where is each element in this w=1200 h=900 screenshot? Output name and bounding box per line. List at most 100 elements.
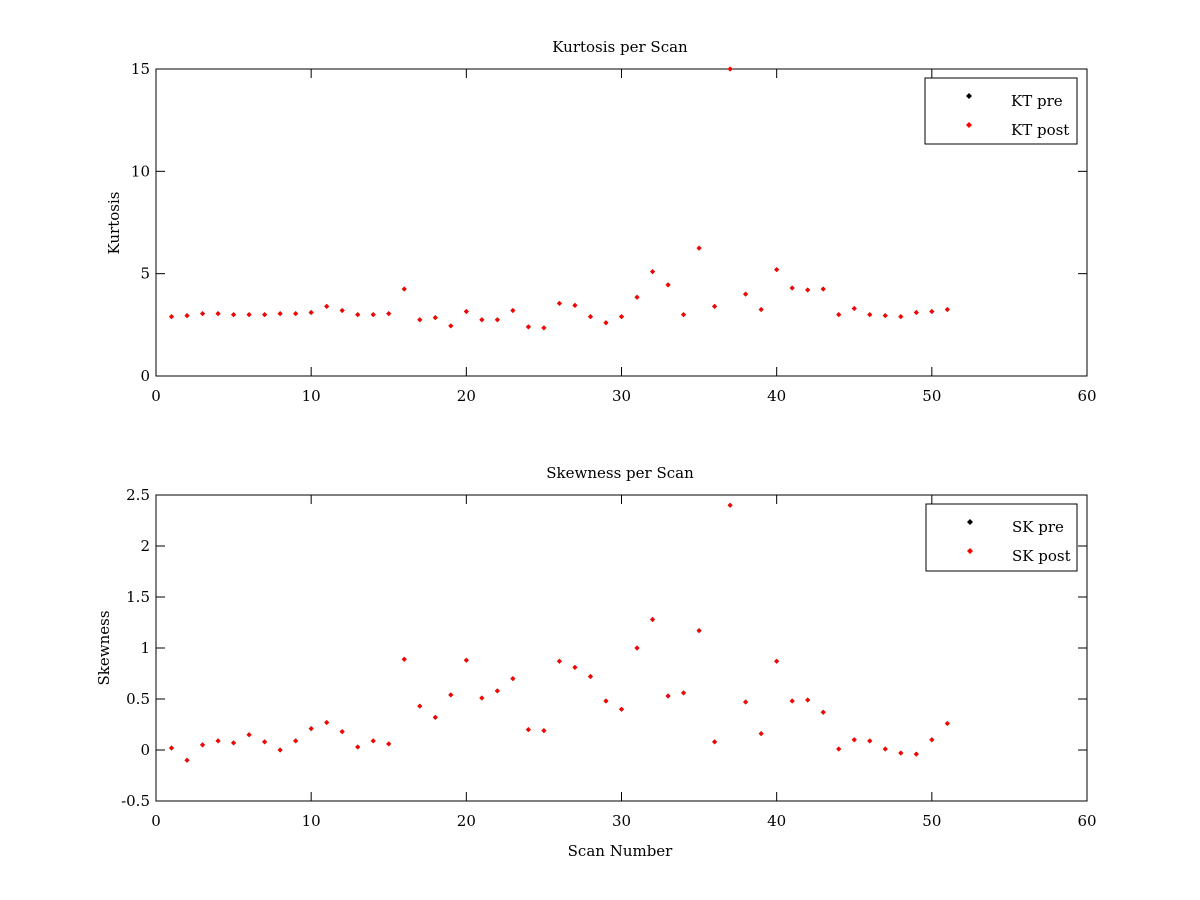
kurtosis-point-post [836, 312, 842, 318]
skewness-legend-marker-pre [967, 519, 973, 525]
skewness-point-post [634, 645, 640, 651]
skewness-point-post [525, 727, 531, 733]
skewness-y-tick-label: 0.5 [126, 690, 150, 708]
kurtosis-point-post [370, 312, 376, 318]
kurtosis-point-post [510, 308, 516, 314]
kurtosis-x-tick-label: 60 [1077, 387, 1096, 405]
kurtosis-point-post [541, 325, 547, 331]
skewness-point-post [494, 688, 500, 694]
skewness-point-post [432, 714, 438, 720]
kurtosis-point-post [774, 267, 780, 273]
kurtosis-point-post [386, 311, 392, 317]
skewness-x-tick-label: 10 [302, 812, 321, 830]
skewness-y-tick-label: -0.5 [121, 792, 150, 810]
skewness-x-tick-label: 60 [1077, 812, 1096, 830]
skewness-point-post [882, 746, 888, 752]
kurtosis-point-post [417, 317, 423, 323]
kurtosis-point-post [758, 306, 764, 312]
skewness-point-post [556, 658, 562, 664]
skewness-point-post [339, 729, 345, 735]
kurtosis-point-post [339, 308, 345, 314]
skewness-point-post [355, 744, 361, 750]
skewness-point-post [479, 695, 485, 701]
skewness-point-post [789, 698, 795, 704]
skewness-point-post [541, 728, 547, 734]
skewness-legend: SK pre SK post [925, 503, 1078, 572]
kurtosis-point-post [634, 294, 640, 300]
skewness-plot-area: 0 10 20 30 40 50 60-0.500.511.522.5 [121, 486, 1096, 830]
skewness-point-post [308, 726, 314, 732]
skewness-legend-box [925, 503, 1078, 572]
kurtosis-point-post [587, 314, 593, 320]
skewness-point-post [743, 699, 749, 705]
kurtosis-point-post [355, 312, 361, 318]
kurtosis-point-post [665, 282, 671, 288]
skewness-point-post [200, 742, 206, 748]
kurtosis-point-post [277, 311, 283, 317]
kurtosis-point-post [231, 312, 237, 318]
kurtosis-point-post [882, 313, 888, 319]
skewness-point-post [572, 664, 578, 670]
skewness-point-post [246, 732, 252, 738]
kurtosis-point-post [727, 66, 733, 72]
skewness-legend-marker-post [967, 548, 973, 554]
skewness-point-post [386, 741, 392, 747]
skewness-point-post [867, 738, 873, 744]
kurtosis-x-tick-label: 30 [612, 387, 631, 405]
skewness-y-tick-label: 0 [140, 741, 150, 759]
skewness-legend-label-post: SK post [1012, 547, 1071, 565]
kurtosis-point-post [820, 286, 826, 292]
kurtosis-x-tick-label: 0 [151, 387, 161, 405]
kurtosis-point-post [262, 312, 268, 318]
kurtosis-point-post [308, 310, 314, 316]
kurtosis-point-post [169, 314, 175, 320]
kurtosis-y-tick-label: 15 [131, 60, 150, 78]
kurtosis-point-post [681, 312, 687, 318]
kurtosis-legend-box [924, 77, 1078, 145]
skewness-x-axis-label: Scan Number [568, 842, 674, 860]
kurtosis-y-tick-label: 0 [140, 367, 150, 385]
skewness-point-post [929, 737, 935, 743]
skewness-point-post [215, 738, 221, 744]
kurtosis-point-post [619, 314, 624, 320]
kurtosis-point-post [650, 269, 656, 275]
kurtosis-point-post [324, 303, 330, 309]
kurtosis-legend: KT pre KT post [924, 77, 1078, 145]
kurtosis-point-post [851, 305, 857, 311]
skewness-point-post [712, 739, 718, 745]
skewness-point-post [169, 745, 175, 751]
kurtosis-point-post [603, 320, 609, 326]
kurtosis-point-post [929, 309, 935, 315]
skewness-point-post [758, 731, 764, 737]
skewness-x-tick-label: 30 [612, 812, 631, 830]
skewness-point-post [774, 658, 780, 664]
kurtosis-y-tick-label: 5 [140, 265, 150, 283]
skewness-point-post [417, 703, 423, 709]
kurtosis-point-post [696, 245, 702, 251]
skewness-point-post [619, 706, 624, 712]
kurtosis-point-post [184, 313, 190, 319]
kurtosis-point-post [898, 314, 904, 320]
skewness-y-tick-label: 1 [140, 639, 150, 657]
skewness-point-post [262, 739, 268, 745]
kurtosis-point-post [479, 317, 485, 323]
skewness-point-post [231, 740, 237, 746]
kurtosis-plot-area: 0 10 20 30 40 50 60 0 5 10 15 [131, 60, 1097, 405]
skewness-point-post [277, 747, 283, 753]
kurtosis-point-post [215, 311, 221, 317]
skewness-x-tick-label: 50 [922, 812, 941, 830]
skewness-point-post [370, 738, 376, 744]
kurtosis-point-post [913, 310, 919, 316]
kurtosis-y-axis-label: Kurtosis [105, 192, 123, 255]
skewness-x-tick-label: 20 [457, 812, 476, 830]
kurtosis-legend-label-pre: KT pre [1011, 92, 1063, 110]
skewness-point-post [696, 628, 702, 634]
kurtosis-point-post [572, 302, 578, 308]
skewness-point-post [898, 750, 904, 756]
skewness-point-post [820, 709, 826, 715]
kurtosis-legend-marker-post [966, 122, 972, 128]
kurtosis-point-post [293, 311, 299, 317]
kurtosis-point-post [463, 309, 469, 315]
